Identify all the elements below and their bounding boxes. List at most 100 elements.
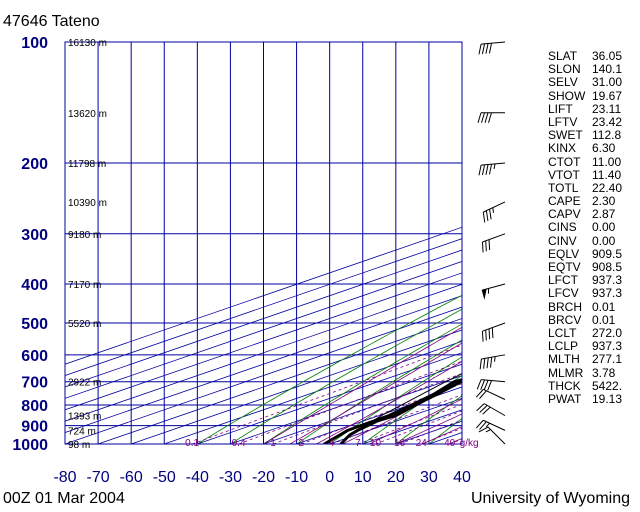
- pressure-label-1000: 1000: [12, 437, 48, 454]
- index-row-kinx: KINX 6.30: [548, 142, 636, 155]
- dewpoint-profile-point-10: [479, 374, 482, 377]
- height-label-925: 724 m: [68, 426, 96, 437]
- temperature-profile-point-11: [502, 367, 505, 370]
- index-value: 23.11: [592, 101, 622, 116]
- index-value: 909.5: [592, 246, 623, 261]
- index-value: 5422.: [592, 378, 623, 393]
- index-value: 140.1: [592, 62, 623, 77]
- index-name: SHOW: [548, 88, 586, 103]
- wind-barb-flag: [485, 164, 489, 175]
- dry-adiabat--40: [197, 294, 462, 444]
- index-value: 11.40: [592, 167, 622, 182]
- index-row-mlth: MLTH 277.1: [548, 353, 636, 366]
- temperature-label-20: 20: [387, 469, 405, 486]
- temperature-profile-point-12: [530, 353, 533, 356]
- index-row-eqtv: EQTV 908.5: [548, 260, 636, 274]
- index-name: CINS: [548, 220, 577, 235]
- index-value: 2.87: [592, 207, 616, 222]
- index-value: 23.42: [592, 114, 623, 129]
- index-value: 937.3: [592, 286, 623, 301]
- height-label-250: 10390 m: [68, 198, 107, 209]
- mixing-ratio-label-40: 40: [444, 438, 456, 449]
- wind-barb-flag: [478, 43, 482, 55]
- index-value: 272.0: [592, 325, 623, 340]
- isotherm--80: [65, 306, 462, 444]
- pressure-label-100: 100: [21, 35, 48, 52]
- wind-barb-400: [481, 283, 506, 300]
- mixing-ratio-label-4: 4: [329, 438, 335, 449]
- dewpoint-profile-point-9: [452, 380, 456, 384]
- wind-barb-flag: [483, 358, 486, 369]
- pressure-label-200: 200: [21, 156, 48, 173]
- wind-barb-300: [481, 233, 506, 253]
- index-name: BRCV: [548, 312, 582, 327]
- wind-barb-850: [476, 403, 506, 417]
- index-value: 36.05: [592, 49, 623, 63]
- index-value: 11.00: [592, 154, 622, 169]
- wind-barb-half-flag: [485, 429, 491, 433]
- wind-barb-flag: [488, 112, 492, 123]
- dewpoint-profile-point-5: [373, 419, 377, 423]
- wind-barb-staff: [483, 388, 506, 400]
- wind-barb-flag: [480, 379, 486, 390]
- wind-barb-staff: [481, 41, 506, 45]
- index-row-brch: BRCH 0.01: [548, 299, 636, 314]
- wind-barb-flag: [486, 357, 489, 369]
- mixing-ratio-label-1: 1: [270, 438, 276, 449]
- wind-barb-flag: [481, 331, 484, 342]
- temperature-profile-point-6: [394, 414, 397, 418]
- dewpoint-profile-point-3: [346, 428, 350, 432]
- wind-barb-flag: [475, 389, 484, 398]
- wind-barb-flag: [476, 379, 482, 390]
- index-value: 0.01: [592, 299, 616, 314]
- sounding-indices-table: SLAT 36.05 SLON 140.1 SELV 31.00 SHOW 19.67 LIFT…: [548, 49, 636, 406]
- temperature-label--10: -10: [285, 469, 308, 486]
- moist-adiabat--12: [289, 342, 462, 444]
- wind-barb-flag: [475, 419, 484, 429]
- temperature-label--30: -30: [219, 469, 242, 486]
- temperature-profile-point-3: [356, 428, 359, 432]
- moist-adiabat--20: [263, 326, 462, 444]
- wind-barb-staff: [481, 283, 506, 291]
- wind-barb-flag: [481, 43, 486, 55]
- dry-adiabat-10: [362, 375, 462, 444]
- temperature-profile-point-2: [348, 433, 352, 437]
- index-value: 2.30: [592, 194, 616, 209]
- index-row-brcv: BRCV 0.01: [548, 312, 636, 327]
- pressure-label-500: 500: [21, 316, 48, 333]
- index-row-cins: CINS 0.00: [548, 221, 636, 234]
- pressure-label-600: 600: [21, 348, 48, 365]
- isotherm--40: [197, 352, 462, 444]
- index-row-lclp: LCLP 937.3: [548, 339, 636, 354]
- index-value: 937.3: [592, 273, 623, 288]
- wind-barb-half-flag: [492, 207, 495, 213]
- index-name: CAPV: [548, 207, 581, 222]
- temperature-label-10: 10: [354, 469, 372, 486]
- wind-barb-200: [478, 162, 506, 176]
- wind-barb-half-flag: [485, 422, 490, 428]
- station-title: 47646 Tateno: [3, 13, 100, 30]
- wind-barb-flag: [485, 329, 487, 341]
- height-label-100: 16130 m: [68, 38, 107, 49]
- mixing-ratio-unit-label: g/kg: [460, 438, 479, 449]
- index-name: LCLP: [548, 339, 579, 354]
- wind-barb-flag: [479, 358, 482, 370]
- isotherm--140: [65, 238, 462, 376]
- dry-adiabat-20: [395, 395, 462, 444]
- index-value: 908.5: [592, 260, 623, 274]
- pressure-label-900: 900: [21, 419, 48, 436]
- moist-adiabat-4: [342, 380, 462, 444]
- mixing-ratio-label-16: 16: [394, 438, 406, 449]
- index-name: LFTV: [548, 114, 578, 129]
- index-name: CINV: [548, 233, 577, 248]
- wind-barb-flag: [479, 405, 488, 413]
- index-name: LFCV: [548, 286, 579, 301]
- index-name: SLON: [548, 62, 581, 77]
- index-row-totl: TOTL 22.40: [548, 181, 636, 195]
- index-name: CTOT: [548, 154, 581, 169]
- wind-barb-1000: [478, 426, 506, 445]
- isotherm--70: [97, 318, 462, 444]
- wind-barb-flag: [484, 112, 489, 123]
- index-row-vtot: VTOT 11.40: [548, 167, 636, 182]
- wind-barb-flag: [489, 357, 493, 368]
